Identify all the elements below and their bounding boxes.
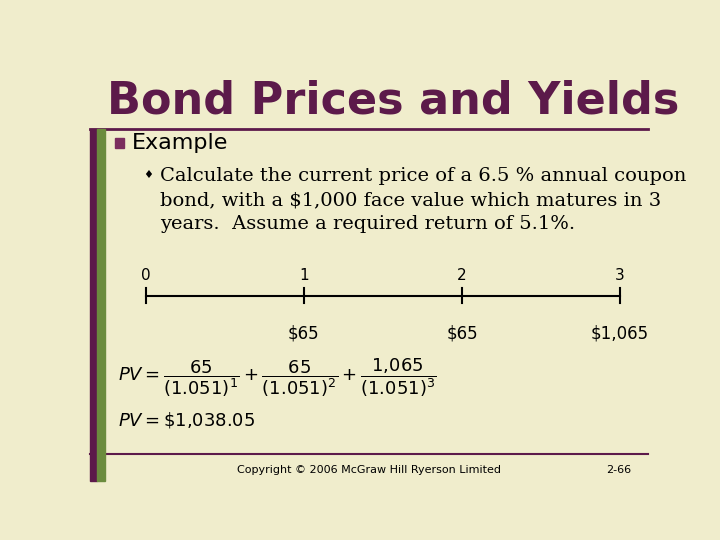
Bar xyxy=(97,129,104,481)
Bar xyxy=(90,129,97,481)
Text: 1: 1 xyxy=(299,268,309,282)
Text: $1,065: $1,065 xyxy=(591,324,649,342)
Bar xyxy=(115,138,124,148)
Text: $65: $65 xyxy=(446,324,478,342)
Text: $PV = \$1{,}038.05$: $PV = \$1{,}038.05$ xyxy=(118,410,255,430)
Text: 2: 2 xyxy=(457,268,467,282)
Text: Calculate the current price of a 6.5 % annual coupon
bond, with a $1,000 face va: Calculate the current price of a 6.5 % a… xyxy=(160,167,686,233)
Text: 3: 3 xyxy=(615,268,625,282)
Text: 0: 0 xyxy=(141,268,150,282)
Text: $65: $65 xyxy=(288,324,320,342)
Text: $PV = \dfrac{65}{(1.051)^1} + \dfrac{65}{(1.051)^2} + \dfrac{1{,}065}{(1.051)^3}: $PV = \dfrac{65}{(1.051)^1} + \dfrac{65}… xyxy=(118,356,436,399)
Text: Bond Prices and Yields: Bond Prices and Yields xyxy=(107,79,679,123)
Text: ♦: ♦ xyxy=(143,170,153,180)
Text: 2-66: 2-66 xyxy=(606,465,631,475)
Text: Example: Example xyxy=(132,132,228,153)
Text: Copyright © 2006 McGraw Hill Ryerson Limited: Copyright © 2006 McGraw Hill Ryerson Lim… xyxy=(237,465,501,475)
